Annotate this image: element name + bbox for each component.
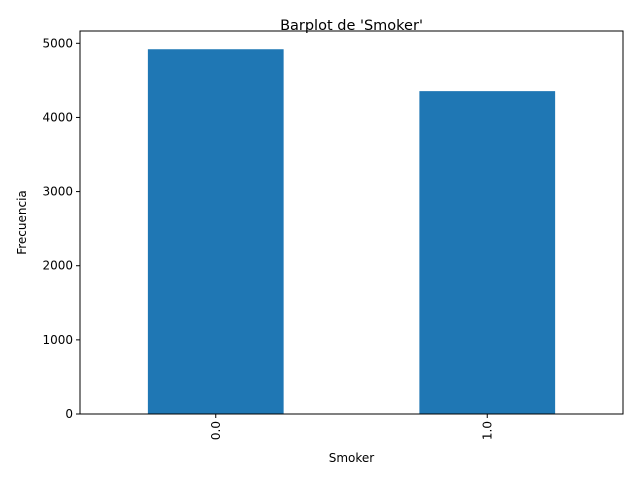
x-axis-label: Smoker — [329, 451, 375, 465]
bar-1.0 — [419, 91, 556, 414]
bar-0.0 — [147, 49, 284, 415]
y-tick-label-1000: 1000 — [42, 333, 73, 347]
y-tick-label-3000: 3000 — [42, 185, 73, 199]
plot-frame — [79, 30, 624, 415]
y-axis-label: Frecuencia — [15, 190, 29, 255]
y-tick-label-5000: 5000 — [42, 36, 73, 50]
x-tick-label-0.0: 0.0 — [209, 421, 223, 440]
y-tick-label-0: 0 — [65, 407, 73, 421]
y-tick-label-2000: 2000 — [42, 259, 73, 273]
y-tick-label-4000: 4000 — [42, 110, 73, 124]
y-axis: 0 1000 2000 3000 4000 5000 — [42, 36, 80, 421]
chart-title: Barplot de 'Smoker' — [280, 18, 423, 34]
x-tick-label-1.0: 1.0 — [480, 421, 494, 440]
bars-group — [147, 49, 556, 415]
x-axis: 0.0 1.0 — [209, 414, 494, 440]
